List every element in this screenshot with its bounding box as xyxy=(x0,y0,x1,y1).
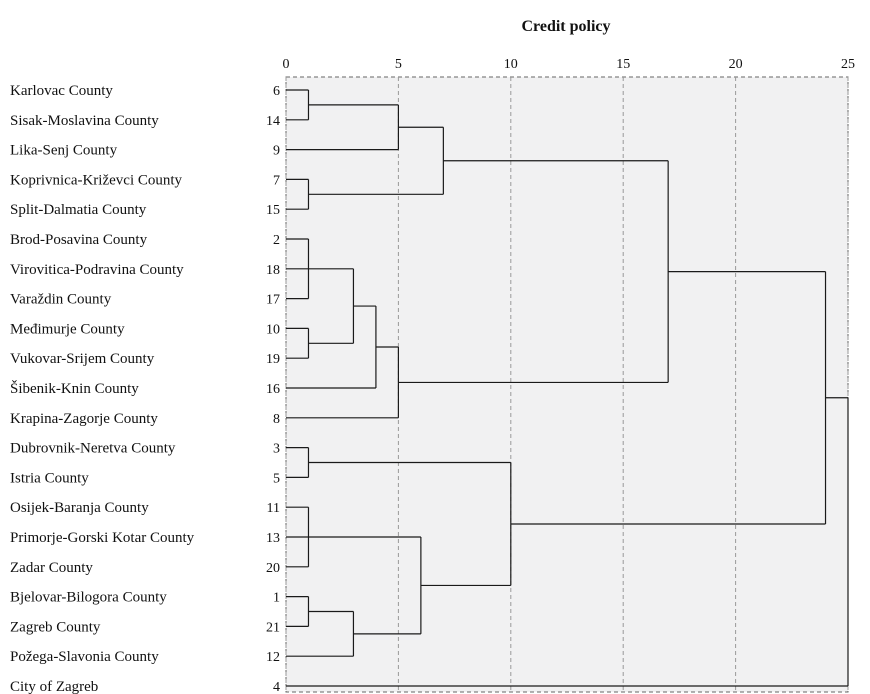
leaf-name: Koprivnica-Križevci County xyxy=(10,172,183,188)
x-tick-label: 10 xyxy=(504,57,518,72)
leaf-case-number: 4 xyxy=(273,680,280,694)
leaf-name: Požega-Slavonia County xyxy=(10,649,159,665)
leaf-case-number: 10 xyxy=(266,322,280,337)
leaf-name: City of Zagreb xyxy=(10,679,98,694)
leaf-name: Međimurje County xyxy=(10,321,125,337)
leaf-case-number: 14 xyxy=(266,114,280,129)
leaf-name: Lika-Senj County xyxy=(10,143,118,159)
leaf-name: Krapina-Zagorje County xyxy=(10,411,158,427)
leaf-case-number: 16 xyxy=(266,382,280,397)
leaf-case-number: 5 xyxy=(273,471,280,486)
leaf-name: Virovitica-Podravina County xyxy=(10,262,184,278)
x-tick-label: 5 xyxy=(395,57,402,72)
leaf-name: Bjelovar-Bilogora County xyxy=(10,590,167,606)
leaf-case-number: 6 xyxy=(273,84,280,99)
leaf-name: Split-Dalmatia County xyxy=(10,202,147,218)
leaf-case-number: 11 xyxy=(267,501,280,516)
leaf-name: Sisak-Moslavina County xyxy=(10,113,159,129)
leaf-case-number: 20 xyxy=(266,561,280,576)
leaf-name: Istria County xyxy=(10,470,89,486)
plot-area xyxy=(285,76,849,693)
leaf-name: Brod-Posavina County xyxy=(10,232,148,248)
leaf-name: Šibenik-Knin County xyxy=(10,380,139,397)
x-tick-label: 25 xyxy=(841,57,855,72)
leaf-case-number: 12 xyxy=(266,650,280,665)
x-tick-label: 15 xyxy=(616,57,630,72)
leaf-case-number: 8 xyxy=(273,412,280,427)
leaf-name: Dubrovnik-Neretva County xyxy=(10,441,176,457)
leaf-case-number: 21 xyxy=(266,620,280,635)
leaf-case-number: 19 xyxy=(266,352,280,367)
leaf-name: Primorje-Gorski Kotar County xyxy=(10,530,195,546)
leaf-case-number: 1 xyxy=(273,591,280,606)
leaf-case-number: 3 xyxy=(273,442,280,457)
x-axis-ticks: 0 5 10 15 20 25 xyxy=(283,57,856,72)
leaf-name: Zadar County xyxy=(10,560,93,576)
leaf-name: Varaždin County xyxy=(10,292,112,308)
dendrogram-links xyxy=(286,89,849,687)
leaf-case-number: 15 xyxy=(266,203,280,218)
leaf-case-number: 7 xyxy=(273,173,280,188)
leaf-case-number: 17 xyxy=(266,293,280,308)
leaf-name: Zagreb County xyxy=(10,619,101,635)
chart-title: Credit policy xyxy=(521,18,610,35)
leaf-case-number: 2 xyxy=(273,233,280,248)
leaf-name: Vukovar-Srijem County xyxy=(10,351,155,367)
leaf-name: Osijek-Baranja County xyxy=(10,500,149,516)
leaf-case-number: 9 xyxy=(273,144,280,159)
leaf-case-number: 18 xyxy=(266,263,280,278)
leaf-case-number: 13 xyxy=(266,531,280,546)
leaf-name: Karlovac County xyxy=(10,83,113,99)
x-tick-label: 0 xyxy=(283,57,290,72)
x-tick-label: 20 xyxy=(729,57,743,72)
